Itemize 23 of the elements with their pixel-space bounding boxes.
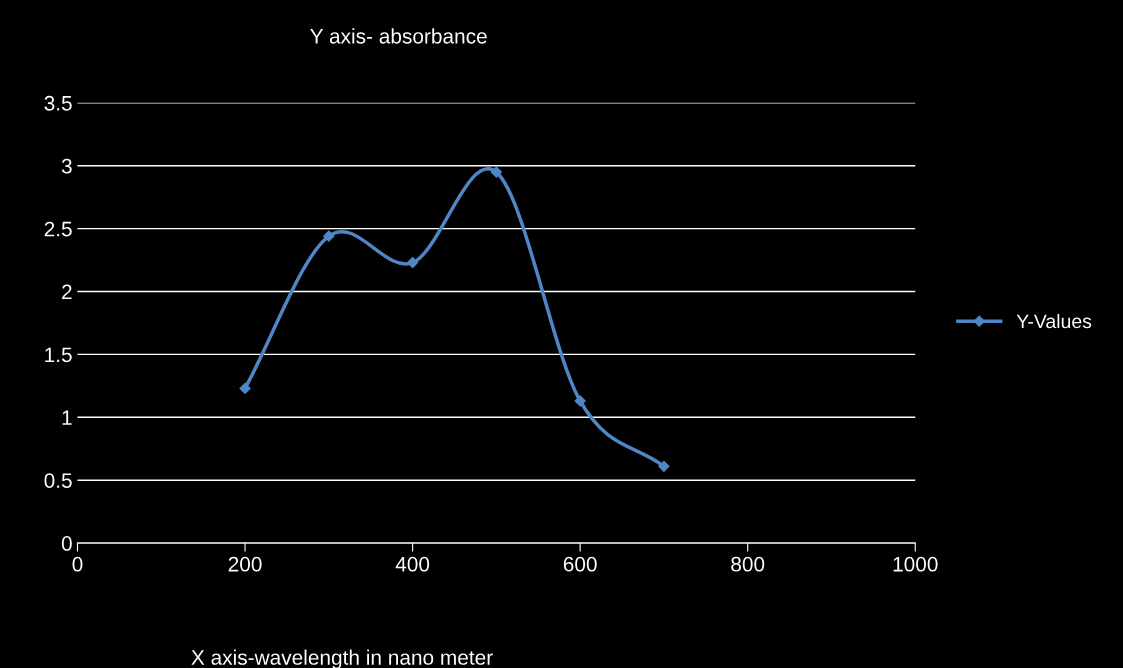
point bbox=[658, 460, 670, 472]
y-tick-label: 1 bbox=[62, 410, 72, 425]
y-tick-label: 2.5 bbox=[44, 221, 72, 237]
y-tick-label: 2 bbox=[62, 284, 72, 300]
y-tick-label: 1.5 bbox=[45, 347, 72, 363]
x-tick-label: 400 bbox=[395, 556, 430, 572]
x-axis-title: X axis-wavelength in nano meter bbox=[191, 649, 493, 668]
y-tick-label: 0 bbox=[61, 536, 72, 551]
y-tick-label: 3.5 bbox=[44, 95, 72, 111]
y-tick-label: 3 bbox=[61, 158, 72, 174]
point bbox=[239, 382, 251, 394]
point bbox=[406, 257, 419, 269]
x-tick-label: 600 bbox=[563, 556, 597, 572]
point bbox=[490, 166, 502, 178]
y-tick-label: 0.5 bbox=[44, 473, 72, 488]
x-tick-label: 800 bbox=[731, 556, 765, 572]
chart-title: Y axis- absorbance bbox=[310, 28, 487, 44]
point bbox=[574, 395, 586, 407]
x-tick-label: 0 bbox=[72, 556, 83, 572]
legend-label: Y-Values bbox=[1016, 313, 1092, 329]
x-tick-label: 1000 bbox=[893, 556, 938, 572]
x-tick-label: 200 bbox=[228, 556, 262, 572]
point bbox=[323, 230, 335, 242]
